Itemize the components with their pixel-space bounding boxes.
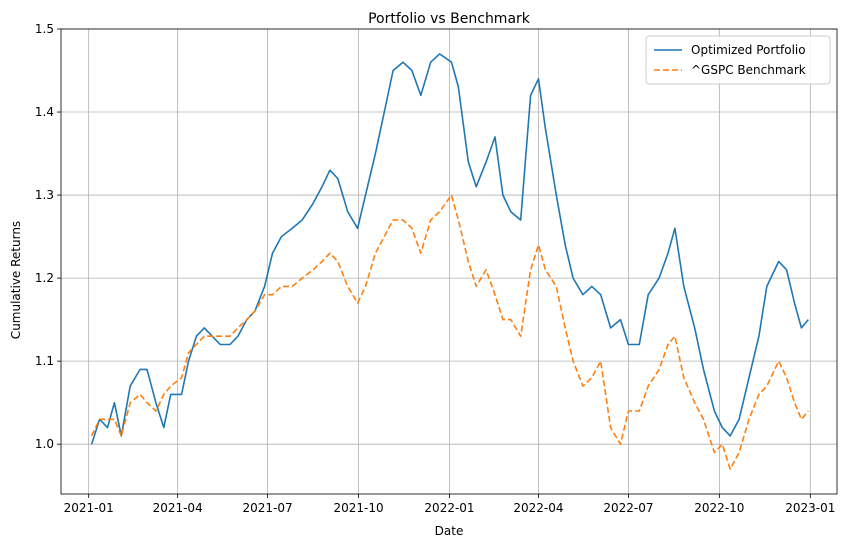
x-axis-label: Date bbox=[435, 524, 464, 538]
x-tick-label: 2021-04 bbox=[153, 501, 203, 515]
series-line-gspc-benchmark bbox=[90, 194, 809, 470]
x-tick-label: 2023-01 bbox=[785, 501, 835, 515]
y-tick-label: 1.0 bbox=[35, 437, 54, 451]
legend-label: ^GSPC Benchmark bbox=[691, 63, 806, 77]
x-tick-label: 2022-01 bbox=[424, 501, 474, 515]
x-tick-label: 2022-10 bbox=[694, 501, 744, 515]
legend: Optimized Portfolio ^GSPC Benchmark bbox=[645, 35, 831, 85]
legend-box bbox=[645, 35, 831, 85]
x-tick-label: 2021-01 bbox=[64, 501, 114, 515]
y-tick-label: 1.4 bbox=[35, 105, 54, 119]
chart-title: Portfolio vs Benchmark bbox=[368, 11, 531, 27]
x-tick-label: 2022-04 bbox=[513, 501, 563, 515]
y-axis-label: Cumulative Returns bbox=[9, 221, 23, 339]
x-tick-label: 2021-10 bbox=[333, 501, 383, 515]
x-tick-label: 2021-07 bbox=[243, 501, 293, 515]
plot-frame bbox=[60, 28, 838, 495]
y-tick-label: 1.1 bbox=[35, 354, 54, 368]
y-tick-label: 1.5 bbox=[35, 22, 54, 36]
y-tick-label: 1.2 bbox=[35, 271, 54, 285]
series-line-optimized-portfolio bbox=[90, 53, 809, 445]
y-tick-label: 1.3 bbox=[35, 188, 54, 202]
x-tick-label: 2022-07 bbox=[603, 501, 653, 515]
legend-label: Optimized Portfolio bbox=[691, 43, 806, 57]
